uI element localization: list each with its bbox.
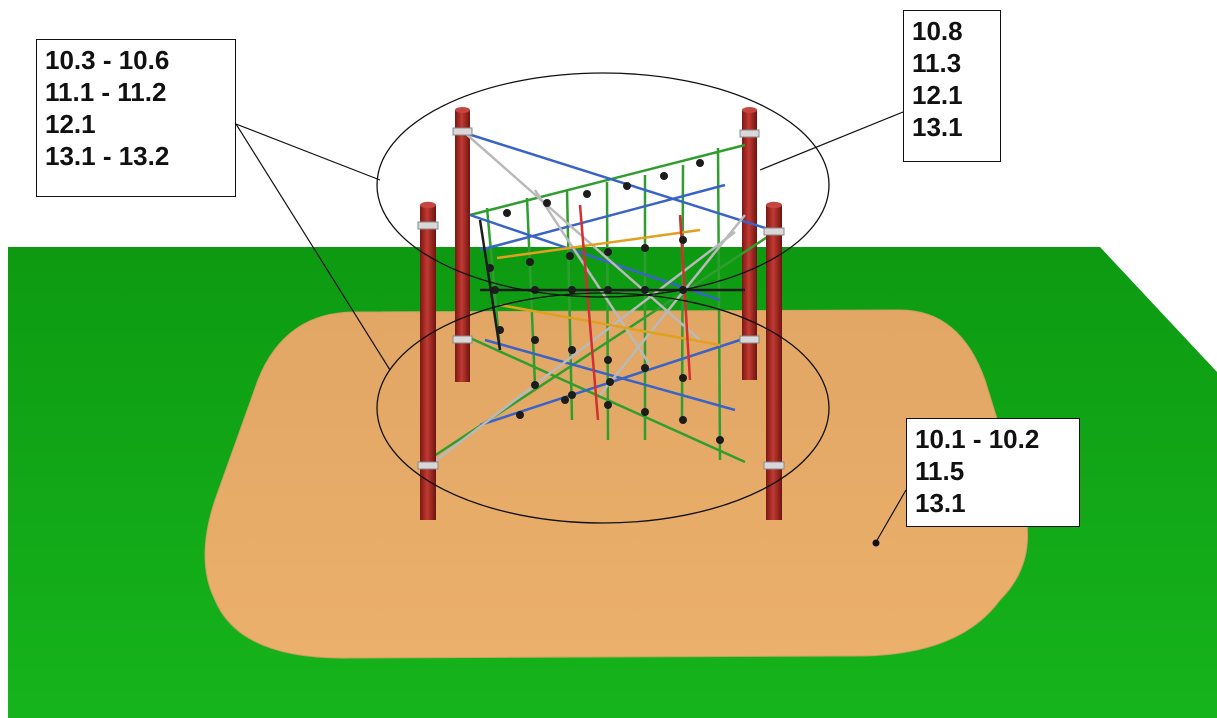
sand-surface [204,309,1029,659]
callout-upper-left-line-4: 13.1 - 13.2 [45,141,170,171]
front-right-post [766,201,782,520]
callout-surface: 10.1 - 10.2 11.5 13.1 [906,418,1080,527]
back-right-post [742,107,757,380]
callout-upper-right-line-2: 11.3 [912,48,962,78]
lower-zone-ellipse [376,292,830,524]
leader-line-upper-left-2 [235,123,391,371]
upper-zone-ellipse [376,72,830,298]
callout-upper-left-line-2: 11.1 - 11.2 [45,77,167,107]
callout-upper-left: 10.3 - 10.6 11.1 - 11.2 12.1 13.1 - 13.2 [36,39,236,197]
leader-line-upper-left-1 [235,123,381,181]
callout-upper-right: 10.8 11.3 12.1 13.1 [903,10,1001,162]
callout-upper-left-line-3: 12.1 [45,109,96,139]
callout-surface-line-2: 11.5 [915,456,965,486]
callout-upper-right-line-1: 10.8 [912,16,963,46]
front-post-collars [417,221,785,470]
callout-upper-right-line-3: 12.1 [912,80,963,110]
leader-line-upper-right [759,111,904,171]
surface-marker-dot [872,539,880,547]
callout-surface-line-3: 13.1 [915,488,966,518]
leader-lines [235,111,907,543]
callout-surface-line-1: 10.1 - 10.2 [915,424,1040,454]
back-left-post [455,107,470,382]
callout-upper-right-line-4: 13.1 [912,112,963,142]
leader-line-surface [875,489,907,543]
front-left-post [420,201,436,520]
callout-upper-left-line-1: 10.3 - 10.6 [45,45,170,75]
